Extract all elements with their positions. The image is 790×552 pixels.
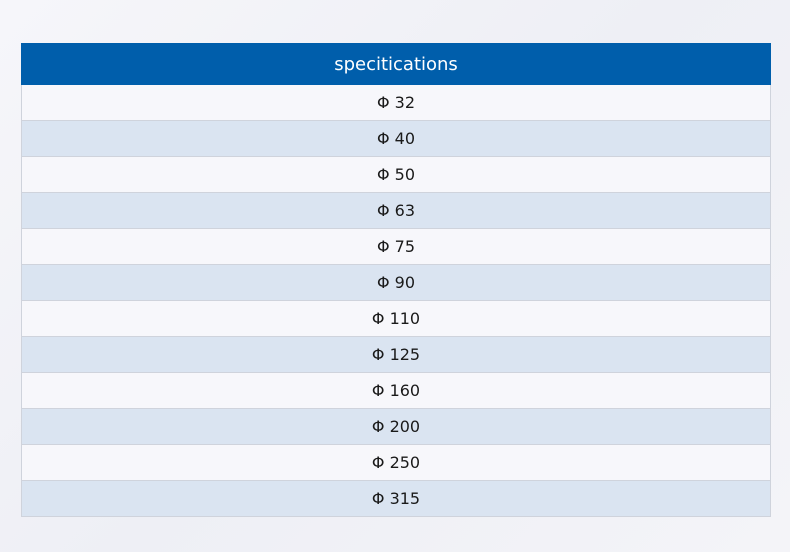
table-cell-size: Φ 50 (21, 156, 771, 193)
table-cell-size: Φ 40 (21, 120, 771, 157)
table-cell-size: Φ 110 (21, 300, 771, 337)
table-row: Φ 40 (21, 120, 771, 157)
table-row: Φ 110 (21, 300, 771, 337)
table-cell-size: Φ 90 (21, 264, 771, 301)
table-row: Φ 315 (21, 480, 771, 517)
table-row: Φ 125 (21, 336, 771, 373)
table-row: Φ 63 (21, 192, 771, 229)
table-row: Φ 32 (21, 84, 771, 121)
table-cell-size: Φ 160 (21, 372, 771, 409)
table-cell-size: Φ 125 (21, 336, 771, 373)
table-row: Φ 90 (21, 264, 771, 301)
table-cell-size: Φ 63 (21, 192, 771, 229)
table-row: Φ 200 (21, 408, 771, 445)
table-row: Φ 250 (21, 444, 771, 481)
table-cell-size: Φ 315 (21, 480, 771, 517)
specifications-table: specitications Φ 32 Φ 40 Φ 50 Φ 63 Φ 75 … (21, 43, 771, 517)
table-cell-size: Φ 32 (21, 84, 771, 121)
table-row: Φ 75 (21, 228, 771, 265)
table-row: Φ 50 (21, 156, 771, 193)
table-body: Φ 32 Φ 40 Φ 50 Φ 63 Φ 75 Φ 90 Φ 110 Φ 12… (21, 84, 771, 517)
table-cell-size: Φ 75 (21, 228, 771, 265)
table-cell-size: Φ 200 (21, 408, 771, 445)
table-header-row: specitications (21, 43, 771, 85)
table-cell-size: Φ 250 (21, 444, 771, 481)
column-header-specifications: specitications (21, 43, 771, 85)
table-row: Φ 160 (21, 372, 771, 409)
